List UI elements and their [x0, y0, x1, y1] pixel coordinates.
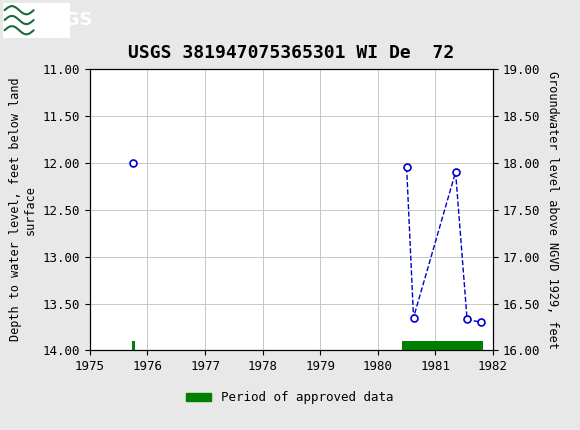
Y-axis label: Depth to water level, feet below land
surface: Depth to water level, feet below land su…: [9, 78, 37, 341]
Bar: [132, 341, 135, 350]
Bar: [3, 3, 70, 37]
Legend: Period of approved data: Period of approved data: [181, 386, 399, 409]
Text: USGS: USGS: [38, 12, 93, 29]
Bar: [402, 341, 483, 350]
Title: USGS 381947075365301 WI De  72: USGS 381947075365301 WI De 72: [128, 44, 455, 61]
Y-axis label: Groundwater level above NGVD 1929, feet: Groundwater level above NGVD 1929, feet: [546, 71, 559, 349]
